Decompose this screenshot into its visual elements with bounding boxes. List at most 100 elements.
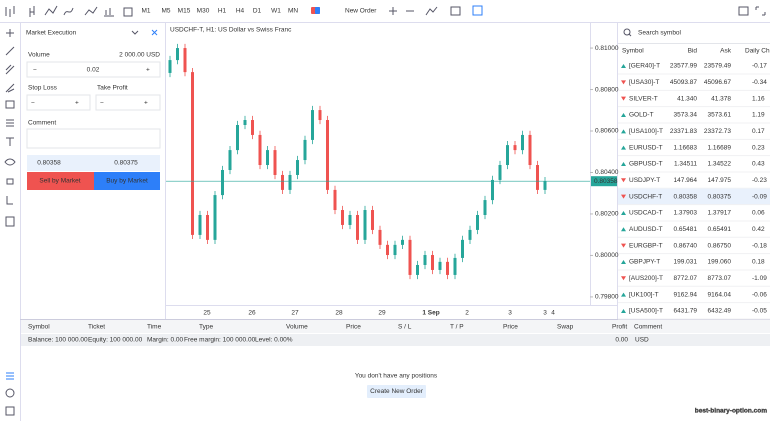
x-tick-label: 2 bbox=[465, 310, 469, 317]
column-header: Daily Ch bbox=[745, 48, 770, 55]
bid-price: 0.65481 bbox=[674, 226, 698, 233]
sell-button-label[interactable]: Sell by Market bbox=[39, 178, 80, 185]
symbol-name[interactable]: USDCHF-T bbox=[629, 193, 662, 200]
terminal-header bbox=[21, 320, 770, 333]
timeframe-button[interactable]: M15 bbox=[178, 8, 191, 15]
take-profit-input[interactable] bbox=[95, 94, 161, 111]
symbol-name[interactable]: USDJPY-T bbox=[629, 177, 660, 184]
candle-body bbox=[468, 229, 472, 240]
volume-value[interactable]: 0.02 bbox=[87, 67, 100, 74]
candle-body bbox=[168, 60, 172, 73]
account-summary: Balance: 100 000.00 bbox=[28, 337, 88, 344]
account-summary: Margin: 0.00 bbox=[147, 337, 184, 344]
symbol-name[interactable]: EURUSD-T bbox=[629, 144, 663, 151]
comment-input[interactable] bbox=[26, 128, 161, 149]
symbol-name[interactable]: [UK100]-T bbox=[629, 291, 659, 298]
symbol-name[interactable]: EURGBP-T bbox=[629, 242, 663, 249]
symbol-name[interactable]: AUDUSD-T bbox=[629, 226, 663, 233]
buy-button[interactable] bbox=[94, 172, 160, 190]
symbol-name[interactable]: [USA30]-T bbox=[629, 79, 659, 86]
timeframe-button[interactable]: M1 bbox=[141, 8, 150, 15]
close-icon[interactable] bbox=[151, 29, 158, 36]
new-order-button[interactable]: New Order bbox=[345, 8, 377, 15]
symbol-name[interactable]: USDCAD-T bbox=[629, 210, 663, 217]
create-order-button[interactable] bbox=[367, 385, 426, 398]
symbol-name[interactable]: GOLD-T bbox=[629, 112, 654, 119]
stop-loss-minus[interactable]: − bbox=[31, 100, 35, 107]
volume-input[interactable] bbox=[26, 61, 161, 78]
symbol-name[interactable]: [AUS200]-T bbox=[629, 275, 663, 282]
terminal-column: Volume bbox=[286, 324, 308, 331]
order-panel-title: Market Execution bbox=[26, 30, 77, 37]
sidebar-icons[interactable] bbox=[4, 29, 16, 416]
candle-body bbox=[423, 255, 427, 265]
daily-change: -0.17 bbox=[752, 63, 767, 70]
candle-body bbox=[506, 145, 509, 166]
search-input[interactable]: Search symbol bbox=[638, 30, 682, 37]
candle-body bbox=[378, 229, 382, 245]
daily-change: 1.16 bbox=[752, 95, 765, 102]
ask-price: 23579.49 bbox=[704, 63, 731, 70]
stop-loss-input[interactable] bbox=[26, 94, 91, 111]
selected-row[interactable] bbox=[618, 188, 770, 205]
toolbar-icons[interactable] bbox=[5, 5, 766, 17]
candle-body bbox=[476, 214, 479, 230]
symbol-name[interactable]: GBPUSD-T bbox=[629, 161, 663, 168]
ask-price: 0.80375 bbox=[114, 160, 138, 167]
daily-change: -0.34 bbox=[752, 79, 767, 86]
candle-body bbox=[528, 134, 532, 166]
sell-button[interactable] bbox=[27, 172, 94, 190]
timeframe-button[interactable]: M5 bbox=[161, 8, 170, 15]
take-profit-minus[interactable]: − bbox=[100, 100, 104, 107]
timeframe-button[interactable]: D1 bbox=[253, 8, 262, 15]
ask-price: 6432.49 bbox=[708, 308, 732, 315]
collapse-icon[interactable] bbox=[131, 30, 139, 35]
bid-price: 6431.79 bbox=[674, 308, 698, 315]
symbol-name[interactable]: [USA500]-T bbox=[629, 308, 663, 315]
volume-info: 2 000.00 USD bbox=[119, 52, 160, 59]
empty-message: You don't have any positions bbox=[355, 373, 438, 380]
volume-plus[interactable]: + bbox=[146, 67, 150, 74]
candle-body bbox=[318, 110, 322, 121]
candle-body bbox=[251, 120, 254, 135]
candle-body bbox=[416, 264, 419, 275]
trend-arrow bbox=[621, 80, 626, 85]
symbol-name[interactable]: [USA100]-T bbox=[629, 128, 663, 135]
ask-price: 1.16689 bbox=[708, 144, 732, 151]
timeframe-button[interactable]: MN bbox=[288, 8, 298, 15]
timeframe-button[interactable]: M30 bbox=[197, 8, 210, 15]
timeframe-button[interactable]: H1 bbox=[218, 8, 227, 15]
buy-button-label[interactable]: Buy by Market bbox=[106, 178, 148, 185]
x-tick-label: 4 bbox=[551, 310, 555, 317]
candle-body bbox=[228, 150, 232, 170]
bid-price: 199.031 bbox=[674, 259, 698, 266]
volume-minus[interactable]: − bbox=[33, 67, 37, 74]
symbol-name[interactable]: GBPJPY-T bbox=[629, 259, 660, 266]
ask-price: 41.378 bbox=[711, 95, 731, 102]
timeframe-button[interactable]: H4 bbox=[236, 8, 245, 15]
current-price-tag bbox=[591, 176, 617, 187]
candle-body bbox=[438, 261, 442, 270]
symbol-name[interactable]: [GER40]-T bbox=[629, 63, 660, 70]
candle-body bbox=[198, 214, 202, 235]
symbol-name[interactable]: SILVER-T bbox=[629, 95, 658, 102]
daily-change: 0.06 bbox=[752, 210, 765, 217]
candle-body bbox=[296, 160, 299, 175]
candle-body bbox=[461, 239, 464, 258]
timeframe-button[interactable]: W1 bbox=[271, 8, 281, 15]
candle-body bbox=[431, 255, 434, 270]
trend-arrow bbox=[621, 145, 626, 150]
create-order-label[interactable]: Create New Order bbox=[370, 388, 424, 395]
terminal: Symbol Ticket Time Type Volume Price S / L T / … bbox=[28, 324, 662, 344]
stop-loss-plus[interactable]: + bbox=[75, 100, 79, 107]
trend-arrow bbox=[621, 194, 626, 199]
terminal-column: Comment bbox=[634, 324, 662, 331]
terminal-column: Time bbox=[147, 324, 162, 331]
candle-body bbox=[386, 244, 389, 256]
account-summary: Free margin: 100 000.00 bbox=[184, 337, 256, 344]
candle-body bbox=[536, 165, 539, 190]
bid-price: 1.16683 bbox=[674, 144, 698, 151]
take-profit-plus[interactable]: + bbox=[144, 100, 148, 107]
watchlist-rows: [GER40]-T 23577.99 23579.49 -0.17 [USA30]-T 4… bbox=[618, 63, 770, 320]
